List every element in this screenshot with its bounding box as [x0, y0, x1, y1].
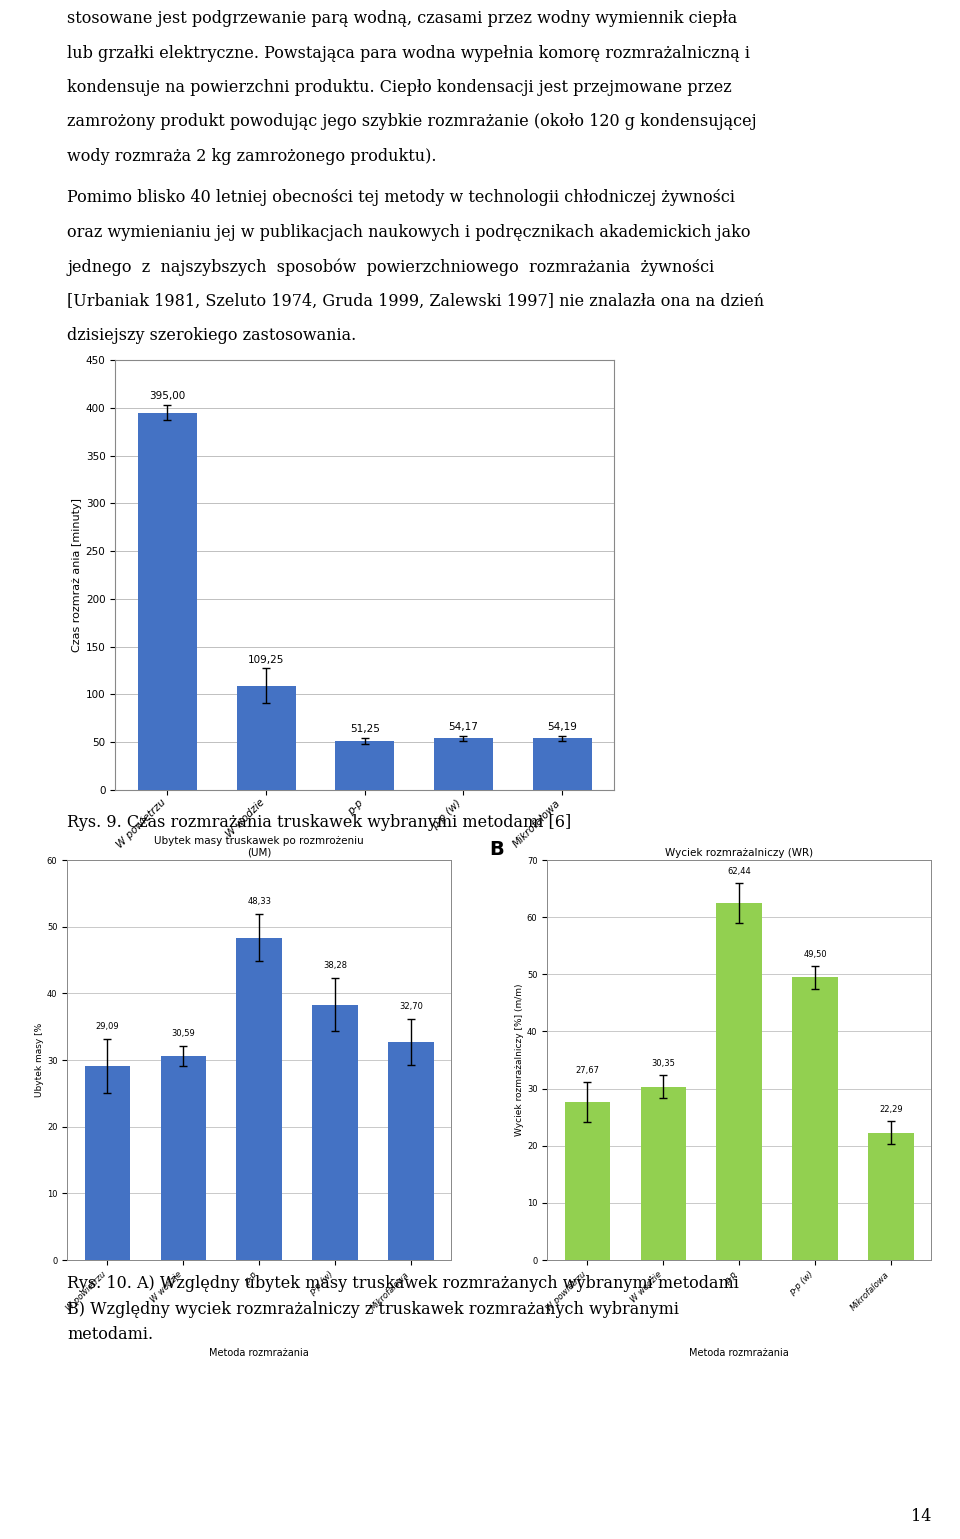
Text: 49,50: 49,50: [804, 950, 827, 959]
Text: 395,00: 395,00: [150, 391, 185, 402]
Bar: [868, 1133, 914, 1260]
Text: 54,17: 54,17: [448, 722, 478, 733]
Text: kondensuje na powierzchni produktu. Ciepło kondensacji jest przejmowane przez: kondensuje na powierzchni produktu. Ciep…: [67, 78, 732, 95]
Text: wody rozmraża 2 kg zamrożonego produktu).: wody rozmraża 2 kg zamrożonego produktu)…: [67, 148, 437, 165]
Bar: [160, 1056, 206, 1260]
Bar: [335, 740, 395, 790]
Y-axis label: Wyciek rozmrażalniczy [%] (m/m): Wyciek rozmrażalniczy [%] (m/m): [516, 983, 524, 1136]
Text: 62,44: 62,44: [728, 868, 751, 876]
Text: 51,25: 51,25: [349, 723, 380, 734]
Bar: [564, 1102, 611, 1260]
Text: lub grzałki elektryczne. Powstająca para wodna wypełnia komorę rozmrażalniczną i: lub grzałki elektryczne. Powstająca para…: [67, 45, 750, 62]
Bar: [434, 739, 493, 790]
Title: Ubytek masy truskawek po rozmrożeniu
(UM): Ubytek masy truskawek po rozmrożeniu (UM…: [155, 836, 364, 857]
Text: 30,35: 30,35: [652, 1059, 675, 1068]
X-axis label: Metoda rozmrażania: Metoda rozmrażania: [209, 1348, 309, 1357]
Bar: [792, 977, 838, 1260]
Text: B: B: [490, 840, 504, 859]
Bar: [236, 685, 296, 790]
Text: 54,19: 54,19: [547, 722, 577, 733]
Text: stosowane jest podgrzewanie parą wodną, czasami przez wodny wymiennik ciepła: stosowane jest podgrzewanie parą wodną, …: [67, 9, 737, 28]
Y-axis label: Ubytek masy [%: Ubytek masy [%: [36, 1023, 44, 1097]
Text: 48,33: 48,33: [248, 897, 272, 906]
X-axis label: Metoda rozmrażania: Metoda rozmrażania: [689, 1348, 789, 1357]
Text: 32,70: 32,70: [399, 1002, 423, 1011]
Text: jednego  z  najszybszych  sposobów  powierzchniowego  rozmrażania  żywności: jednego z najszybszych sposobów powierzc…: [67, 259, 714, 275]
Bar: [138, 412, 197, 790]
Text: [Urbaniak 1981, Szeluto 1974, Gruda 1999, Zalewski 1997] nie znalazła ona na dzi: [Urbaniak 1981, Szeluto 1974, Gruda 1999…: [67, 292, 764, 309]
Y-axis label: Czas rozmraż ania [minuty]: Czas rozmraż ania [minuty]: [72, 499, 82, 653]
Text: B) Względny wyciek rozmrażalniczy z truskawek rozmrażanych wybranymi: B) Względny wyciek rozmrażalniczy z trus…: [67, 1300, 680, 1317]
Title: Wyciek rozmrażalniczy (WR): Wyciek rozmrażalniczy (WR): [665, 848, 813, 857]
Text: 38,28: 38,28: [324, 962, 348, 970]
Bar: [312, 1005, 358, 1260]
Text: 27,67: 27,67: [575, 1067, 599, 1076]
X-axis label: Metoda rozmrażania: Metoda rozmrażania: [300, 893, 429, 905]
Text: metodami.: metodami.: [67, 1327, 154, 1344]
Text: oraz wymienianiu jej w publikacjach naukowych i podręcznikach akademickich jako: oraz wymienianiu jej w publikacjach nauk…: [67, 223, 751, 242]
Text: 30,59: 30,59: [172, 1030, 195, 1039]
Bar: [388, 1042, 434, 1260]
Bar: [84, 1067, 131, 1260]
Text: dzisiejszy szerokiego zastosowania.: dzisiejszy szerokiego zastosowania.: [67, 328, 356, 345]
Bar: [533, 739, 591, 790]
Text: Rys. 9. Czas rozmrażania truskawek wybranymi metodami [6]: Rys. 9. Czas rozmrażania truskawek wybra…: [67, 814, 571, 831]
Text: Rys. 10. A) Względny ubytek masy truskawek rozmrażanych wybranymi metodami: Rys. 10. A) Względny ubytek masy truskaw…: [67, 1274, 739, 1293]
Text: 109,25: 109,25: [248, 654, 284, 665]
Text: 14: 14: [911, 1508, 931, 1525]
Text: Pomimo blisko 40 letniej obecności tej metody w technologii chłodniczej żywności: Pomimo blisko 40 letniej obecności tej m…: [67, 189, 735, 206]
Bar: [716, 903, 762, 1260]
Text: 29,09: 29,09: [96, 1022, 119, 1031]
Bar: [236, 937, 282, 1260]
Text: 22,29: 22,29: [879, 1105, 902, 1114]
Bar: [640, 1087, 686, 1260]
Text: zamrożony produkt powodując jego szybkie rozmrażanie (około 120 g kondensującej: zamrożony produkt powodując jego szybkie…: [67, 114, 756, 131]
